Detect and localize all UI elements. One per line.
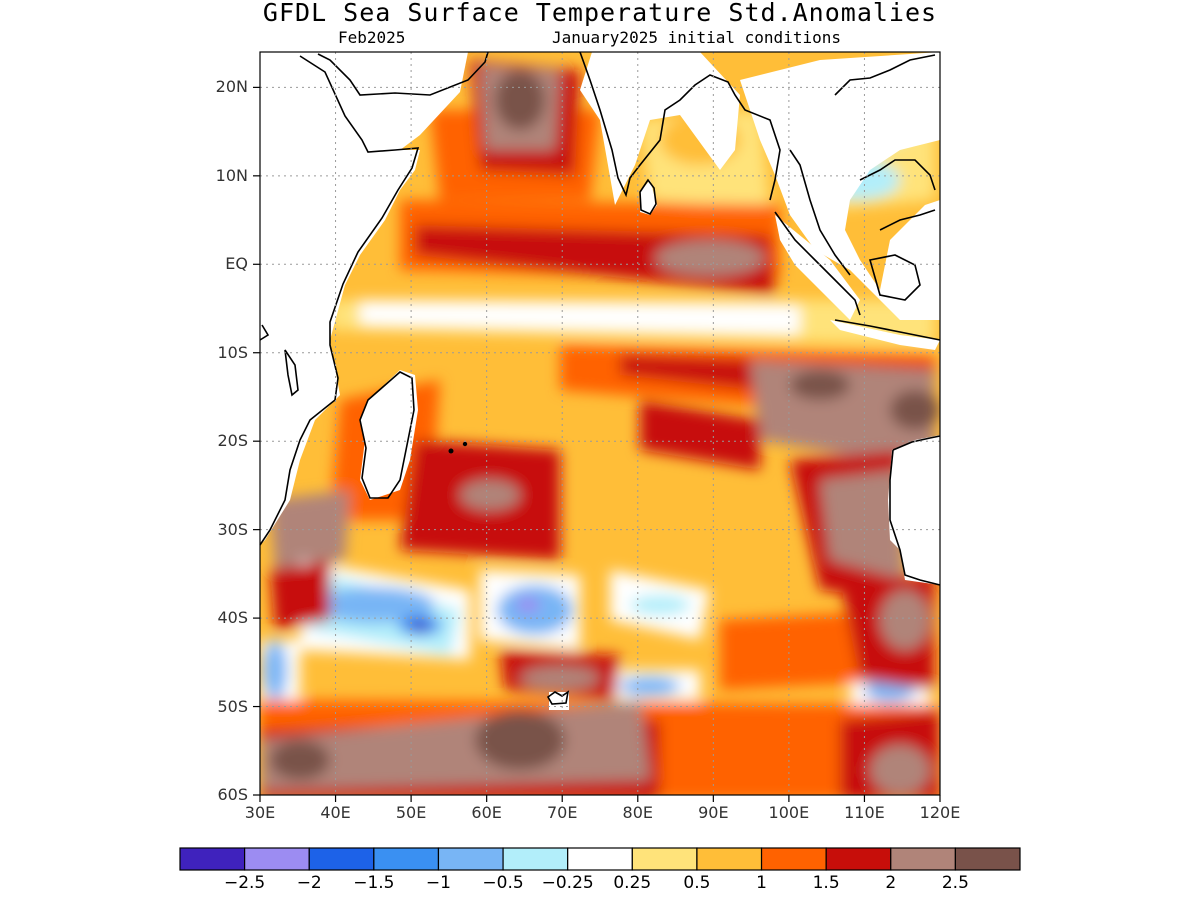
lat-label: 20N xyxy=(215,77,248,97)
colorbar-label: 2 xyxy=(885,873,897,893)
colorbar-label: 1 xyxy=(756,873,767,893)
colorbar-swatch xyxy=(179,847,246,871)
lon-label: 60E xyxy=(471,803,502,822)
lat-label: EQ xyxy=(225,254,248,274)
colorbar-label: −2.5 xyxy=(223,873,266,893)
lon-label: 30E xyxy=(244,803,276,822)
colorbar-label: 0.5 xyxy=(683,873,711,893)
colorbar-label: 1.5 xyxy=(812,873,840,893)
lon-label: 120E xyxy=(919,803,961,822)
colorbar-swatch xyxy=(631,847,698,871)
colorbar-swatch xyxy=(502,847,569,871)
initial-conditions: January2025 initial conditions xyxy=(552,28,841,47)
lon-label: 70E xyxy=(546,803,578,822)
forecast-month: Feb2025 xyxy=(338,28,406,47)
colorbar-swatch xyxy=(244,847,310,871)
lat-label: 40S xyxy=(217,608,248,628)
land-masses xyxy=(260,52,940,710)
lon-label: 80E xyxy=(622,803,653,822)
colorbar-swatch xyxy=(373,847,440,871)
lat-label: 30S xyxy=(217,519,248,539)
chart-title: GFDL Sea Surface Temperature Std.Anomali… xyxy=(262,0,938,27)
lat-label: 20S xyxy=(217,431,248,451)
mauritius-marker xyxy=(448,448,454,454)
colorbar-label: 0.25 xyxy=(613,873,652,893)
colorbar-swatch xyxy=(308,847,375,871)
colorbar-swatch xyxy=(567,847,633,871)
lon-label: 90E xyxy=(698,803,729,822)
lat-label: 10N xyxy=(215,165,248,185)
coastlines xyxy=(259,51,941,705)
colorbar-label: −0.5 xyxy=(482,873,524,893)
axis-ticks xyxy=(253,86,941,802)
map-frame xyxy=(259,51,941,796)
reunion-marker xyxy=(462,441,468,447)
colorbar-swatch xyxy=(696,847,763,871)
colorbar-label: −0.25 xyxy=(541,873,594,893)
lon-label: 50E xyxy=(395,803,427,822)
lon-label: 100E xyxy=(768,803,810,822)
colorbar-swatch xyxy=(825,847,892,871)
colorbar-swatch xyxy=(890,847,956,871)
lat-label: 50S xyxy=(217,696,248,716)
colorbar-label: 2.5 xyxy=(941,873,969,893)
lon-label: 40E xyxy=(320,803,351,822)
anomaly-field xyxy=(260,52,940,795)
colorbar-swatch xyxy=(760,847,827,871)
lat-label: 60S xyxy=(217,785,248,804)
colorbar-label: −1 xyxy=(425,873,451,893)
lon-label: 110E xyxy=(844,803,885,822)
lat-label: 10S xyxy=(217,342,248,362)
colorbar-swatch xyxy=(954,847,1021,871)
colorbar xyxy=(179,847,1021,871)
colorbar-label: −2 xyxy=(296,873,322,893)
colorbar-label: −1.5 xyxy=(353,873,395,893)
colorbar-swatch xyxy=(437,847,504,871)
